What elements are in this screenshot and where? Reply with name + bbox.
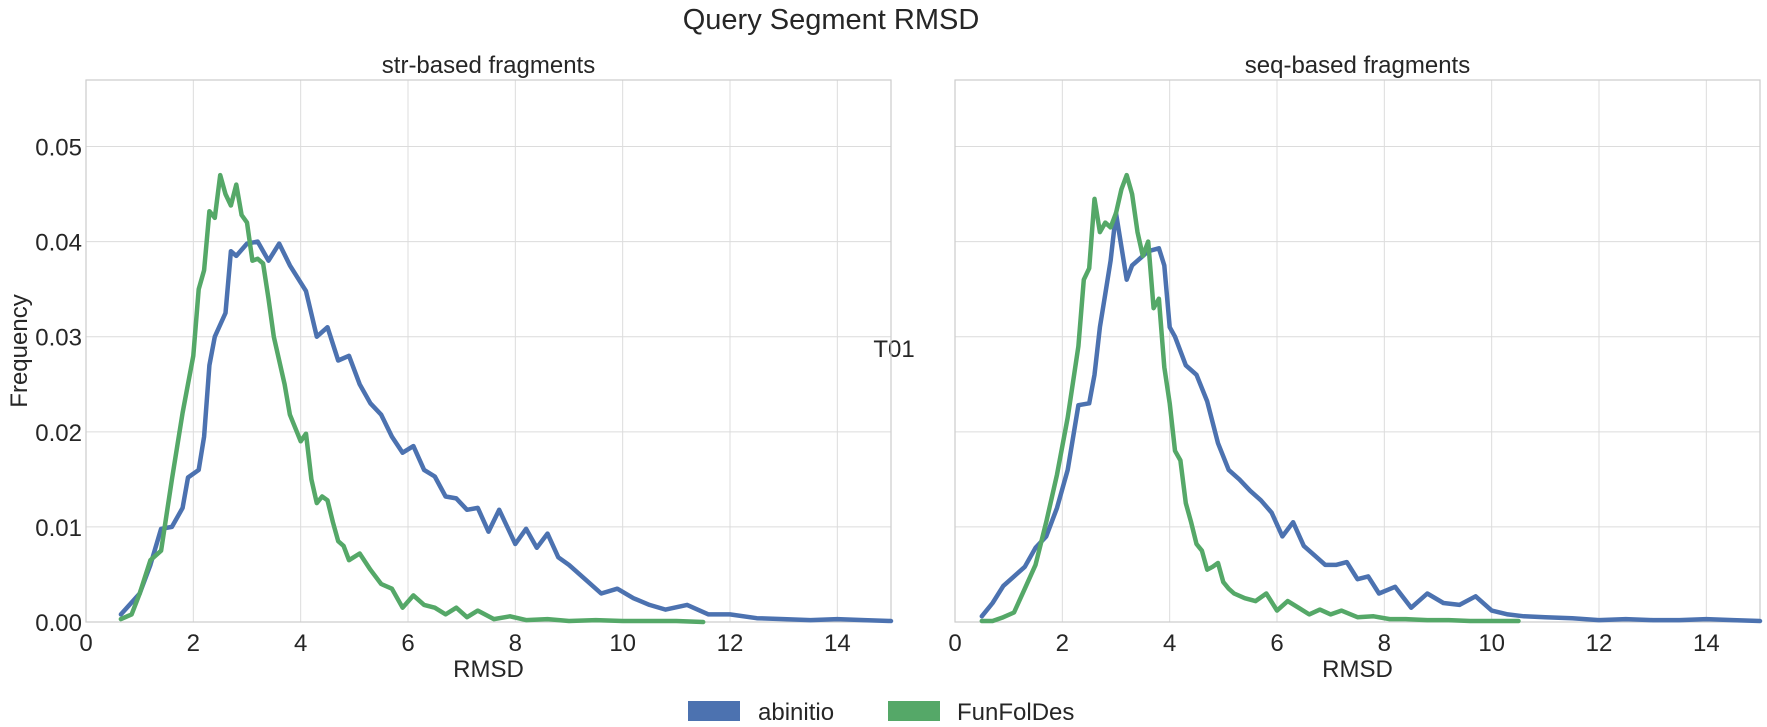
row-label: T01 [873, 336, 914, 363]
legend-label: abinitio [758, 699, 834, 726]
y-tick-label: 0.05 [35, 135, 82, 162]
x-tick-label: 14 [1693, 630, 1720, 657]
y-tick-label: 0.04 [35, 230, 82, 257]
x-tick-label: 8 [1378, 630, 1391, 657]
legend-item-abinitio: abinitio [688, 699, 834, 726]
x-tick-label: 12 [1586, 630, 1613, 657]
y-tick-label: 0.03 [35, 325, 82, 352]
x-axis-label: RMSD [453, 656, 524, 683]
x-tick-label: 14 [824, 630, 851, 657]
y-tick-label: 0.02 [35, 420, 82, 447]
panel-1: 0 2 4 6 8 10 12 14 0.00 0.01 0.02 0.03 0.04 0.05 str-b… [6, 52, 894, 683]
x-tick-label: 10 [609, 630, 636, 657]
legend-swatch [888, 701, 940, 721]
x-tick-label: 0 [79, 630, 92, 657]
x-tick-label: 12 [717, 630, 744, 657]
series-line-funfoldes [979, 172, 1521, 624]
x-tick-label: 6 [1270, 630, 1283, 657]
figure-title: Query Segment RMSD [683, 4, 980, 36]
panel-title: str-based fragments [382, 52, 595, 79]
x-tick-label: 8 [509, 630, 522, 657]
y-tick-label: 0.01 [35, 515, 82, 542]
x-tick-label: 4 [294, 630, 307, 657]
y-tick-label: 0.00 [35, 610, 82, 637]
series-line-abinitio [118, 239, 894, 624]
x-tick-label: 2 [187, 630, 200, 657]
legend-label: FunFolDes [957, 699, 1074, 726]
panel-title: seq-based fragments [1245, 52, 1470, 79]
y-axis-label: Frequency [6, 294, 33, 407]
panel-2: 0 2 4 6 8 10 12 14 seq-based fragments RMSD [948, 52, 1763, 683]
x-tick-label: 6 [401, 630, 414, 657]
legend-swatch [688, 701, 740, 721]
x-axis-label: RMSD [1322, 656, 1393, 683]
series-line-funfoldes [118, 172, 706, 625]
x-tick-label: 0 [948, 630, 961, 657]
x-tick-label: 2 [1056, 630, 1069, 657]
series-line-abinitio [979, 210, 1763, 624]
plot-frame [85, 79, 892, 623]
x-tick-label: 10 [1478, 630, 1505, 657]
panels: 0 2 4 6 8 10 12 14 0.00 0.01 0.02 0.03 0.04 0.05 str-b… [6, 52, 1763, 683]
x-tick-label: 4 [1163, 630, 1176, 657]
legend-item-funfoldes: FunFolDes [888, 699, 1074, 726]
legend: abinitio FunFolDes [688, 699, 1074, 726]
plot-frame [954, 79, 1761, 623]
